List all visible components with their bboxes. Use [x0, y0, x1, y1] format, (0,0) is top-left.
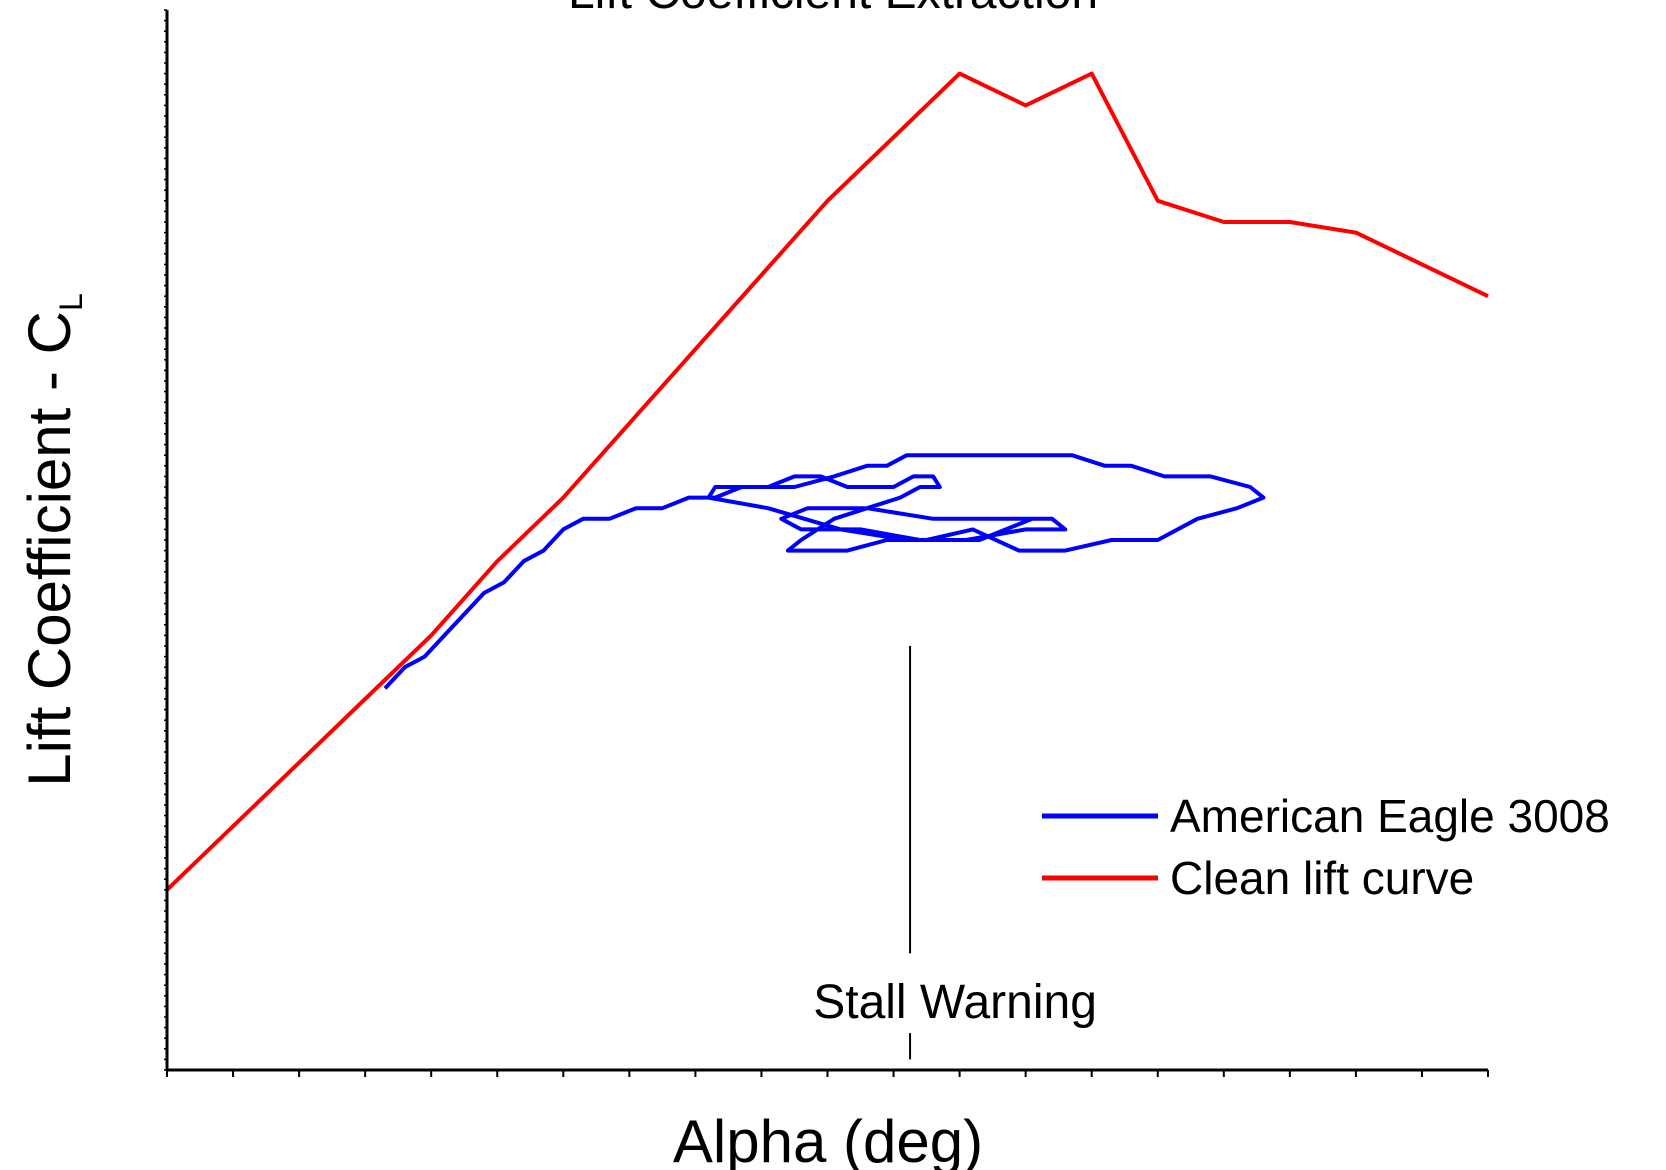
annotations: Stall Warning: [813, 646, 1097, 1060]
svg-text:Lift Coefficient - CL: Lift Coefficient - CL: [16, 293, 89, 787]
legend: American Eagle 3008 Clean lift curve: [1042, 790, 1610, 904]
y-axis-label: Lift Coefficient - CL: [16, 293, 89, 787]
chart-title: Lift Coefficient Extraction: [568, 0, 1098, 19]
x-axis-label: Alpha (deg): [673, 1108, 983, 1170]
series-line-american-eagle-3008: [383, 453, 1266, 690]
legend-label-clean-lift-curve: Clean lift curve: [1170, 852, 1474, 904]
plot-area: [165, 71, 1489, 892]
y-axis-subscript: L: [53, 293, 89, 311]
x-axis-ticks: [166, 1070, 1489, 1077]
series-line-clean-lift-curve: [165, 71, 1489, 892]
stall-warning-label: Stall Warning: [813, 976, 1097, 1029]
y-axis-ticks: [164, 9, 167, 1071]
legend-label-american-eagle: American Eagle 3008: [1170, 790, 1610, 842]
y-axis-title: Lift Coefficient - C: [16, 311, 83, 787]
